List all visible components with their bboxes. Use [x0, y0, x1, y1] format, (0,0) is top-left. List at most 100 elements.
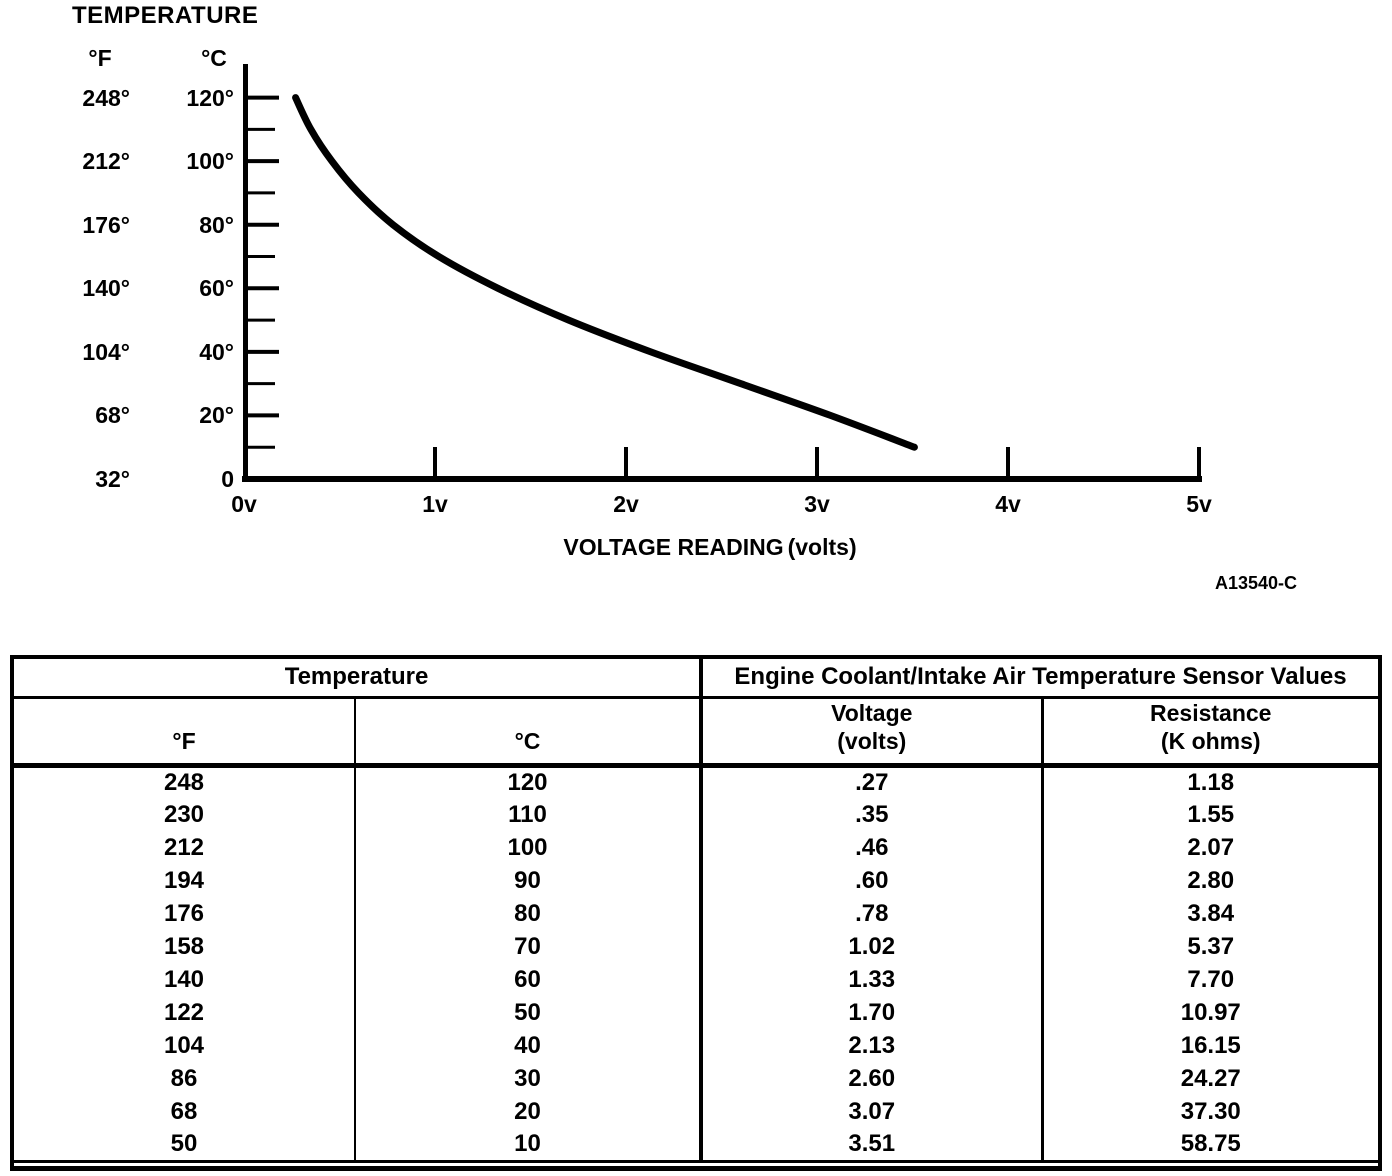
resistance-cell: 16.15 [1180, 1031, 1241, 1059]
table-row: 230 110.35 1.55 [14, 798, 1378, 831]
temp-c-cell: 70 [355, 930, 704, 963]
chart-title: TEMPERATURE [72, 2, 259, 29]
voltage-cell: 3.51 [701, 1128, 1044, 1163]
voltage-cell: 2.60 [701, 1062, 1044, 1095]
sensor-curve [292, 94, 918, 451]
table-row: 86 30 2.60 24.27 [14, 1062, 1378, 1095]
voltage-cell: .35 [701, 798, 1044, 831]
resistance-cell: 58.75 [1042, 1128, 1378, 1163]
voltage-cell: .27 [701, 765, 1044, 798]
resistance-cell: 1.55 [1187, 800, 1235, 828]
temp-c-cell: 10 [355, 1128, 704, 1163]
voltage-header-unit: (volts) [837, 727, 907, 754]
resistance-cell: 37.30 [1180, 1097, 1241, 1125]
table-row: 194 90.60 2.80 [14, 864, 1378, 897]
temp-c-cell: 50 [355, 996, 704, 1029]
table-row: 140 60 1.33 7.70 [14, 963, 1378, 996]
fahrenheit-tick-label: 68° [95, 402, 130, 428]
temperature-sensor-table: Temperature Engine Coolant/Intake Air Te… [14, 659, 1378, 1163]
x-axis-unit-text: (volts) [787, 534, 857, 560]
resistance-cell: 10.97 [1180, 998, 1241, 1026]
column-header-f: °F [14, 697, 356, 768]
celsius-tick-label: 120° [186, 85, 234, 111]
celsius-tick-label: 0 [221, 466, 234, 492]
sensor-values-group-header: Engine Coolant/Intake Air Temperature Se… [701, 659, 1378, 699]
voltage-cell: 3.07 [701, 1095, 1044, 1128]
resistance-cell: 5.37 [1187, 932, 1235, 960]
sensor-curve-plot [242, 64, 1202, 482]
fahrenheit-axis-header: °F [88, 45, 112, 71]
table-row: 248 120.27 1.18 [14, 765, 1378, 798]
temp-f-cell: 248 [14, 765, 356, 798]
sensor-values-table-body: 248 120.27 1.18 230 110.35 1.55 212 100.46 2.07 1… [14, 765, 1378, 1163]
temp-f-cell: 230 [14, 798, 356, 831]
voltage-cell: .78 [701, 897, 1044, 930]
temp-c-cell: 120 [355, 765, 704, 798]
table-row: 158 70 1.02 5.37 [14, 930, 1378, 963]
resistance-cell: 24.27 [1180, 1064, 1241, 1092]
temp-c-cell: 30 [355, 1062, 704, 1095]
temp-f-cell: 68 [14, 1095, 356, 1128]
celsius-tick-label: 60° [199, 275, 234, 301]
column-header-c: °C [355, 697, 704, 768]
resistance-cell: 1.18 [1187, 768, 1235, 796]
table-row: 122 50 1.70 10.97 [14, 996, 1378, 1029]
celsius-tick-label: 40° [199, 339, 234, 365]
voltage-header-label: Voltage [831, 699, 913, 726]
temp-f-cell: 212 [14, 831, 356, 864]
resistance-cell: 2.07 [1187, 833, 1235, 861]
temp-f-cell: 50 [14, 1128, 356, 1163]
voltage-tick-label: 1v [422, 491, 448, 517]
resistance-cell: 3.84 [1187, 899, 1235, 927]
voltage-cell: 1.02 [701, 930, 1044, 963]
temp-c-cell: 40 [355, 1029, 704, 1062]
celsius-tick-label: 100° [186, 148, 234, 174]
temp-f-cell: 194 [14, 864, 356, 897]
x-axis-title: VOLTAGE READING (volts) [410, 534, 1010, 561]
voltage-cell: 2.13 [701, 1029, 1044, 1062]
figure-code: A13540-C [1214, 573, 1297, 593]
table-row: 212 100.46 2.07 [14, 831, 1378, 864]
table-row: 50 10 3.51 58.75 [14, 1128, 1378, 1163]
temp-f-cell: 158 [14, 930, 356, 963]
x-axis-title-text: VOLTAGE READING [563, 534, 784, 560]
fahrenheit-tick-label: 248° [82, 85, 130, 111]
temp-c-cell: 110 [355, 798, 704, 831]
fahrenheit-tick-label: 140° [82, 275, 130, 301]
voltage-tick-label: 3v [804, 491, 830, 517]
temp-c-cell: 90 [355, 864, 704, 897]
celsius-tick-label: 80° [199, 212, 234, 238]
temp-f-cell: 86 [14, 1062, 356, 1095]
fahrenheit-tick-label: 176° [82, 212, 130, 238]
column-header-resistance: Resistance (K ohms) [1042, 697, 1378, 768]
column-header-row: °F °C Voltage (volts) Resistance (K ohms… [14, 697, 1378, 768]
temp-c-cell: 100 [355, 831, 704, 864]
voltage-cell: .46 [701, 831, 1044, 864]
fahrenheit-tick-label: 32° [95, 466, 130, 492]
voltage-cell: 1.33 [701, 963, 1044, 996]
temp-f-cell: 176 [14, 897, 356, 930]
table-row: 104 40 2.13 16.15 [14, 1029, 1378, 1062]
voltage-tick-label: 4v [995, 491, 1021, 517]
resistance-header-unit: (K ohms) [1160, 727, 1261, 754]
resistance-cell: 2.80 [1187, 866, 1235, 894]
temp-c-cell: 80 [355, 897, 704, 930]
celsius-tick-label: 20° [199, 402, 234, 428]
voltage-cell: .60 [701, 864, 1044, 897]
table-row: 68 20 3.07 37.30 [14, 1095, 1378, 1128]
fahrenheit-tick-label: 212° [82, 148, 130, 174]
resistance-cell: 7.70 [1187, 965, 1235, 993]
voltage-tick-label: 0v [231, 491, 257, 517]
temperature-group-header: Temperature [14, 659, 704, 699]
fahrenheit-tick-label: 104° [82, 339, 130, 365]
table-row: 176 80.78 3.84 [14, 897, 1378, 930]
sensor-values-table: Temperature Engine Coolant/Intake Air Te… [10, 655, 1382, 1171]
resistance-header-label: Resistance [1150, 699, 1272, 726]
group-header-row: Temperature Engine Coolant/Intake Air Te… [14, 659, 1378, 699]
temp-c-cell: 60 [355, 963, 704, 996]
voltage-tick-label: 2v [613, 491, 639, 517]
temp-f-cell: 104 [14, 1029, 356, 1062]
temp-c-cell: 20 [355, 1095, 704, 1128]
voltage-tick-label: 5v [1186, 491, 1212, 517]
column-header-voltage: Voltage (volts) [701, 697, 1044, 768]
